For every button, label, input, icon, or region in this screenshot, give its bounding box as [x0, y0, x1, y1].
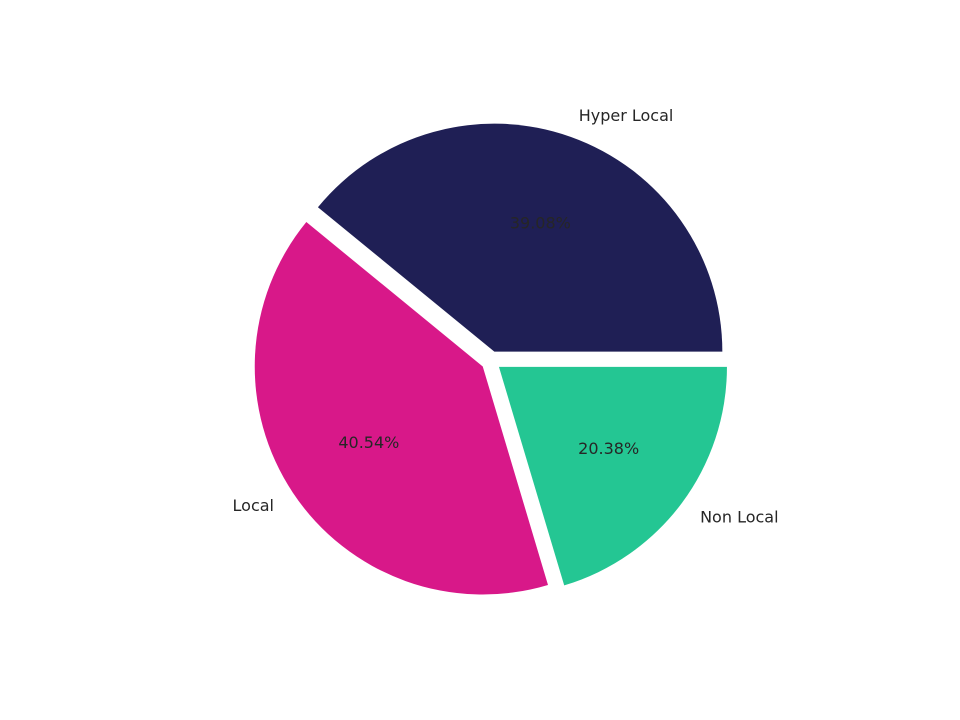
pie-pct-label-hyper-local: 39.08% [510, 213, 571, 232]
pie-pct-label-local: 40.54% [338, 433, 399, 452]
pie-slice-non-local [498, 366, 727, 586]
pie-category-label-hyper-local: Hyper Local [579, 106, 674, 125]
pie-slice-local [254, 222, 549, 595]
pie-pct-label-non-local: 20.38% [578, 439, 639, 458]
pie-slice-hyper-local [317, 123, 723, 352]
pie-slices [254, 123, 727, 595]
pie-labels: 39.08% Hyper Local 40.54% Local 20.38% Non Lo… [233, 106, 779, 526]
pie-category-label-non-local: Non Local [700, 507, 778, 526]
pie-category-label-local: Local [233, 496, 274, 515]
